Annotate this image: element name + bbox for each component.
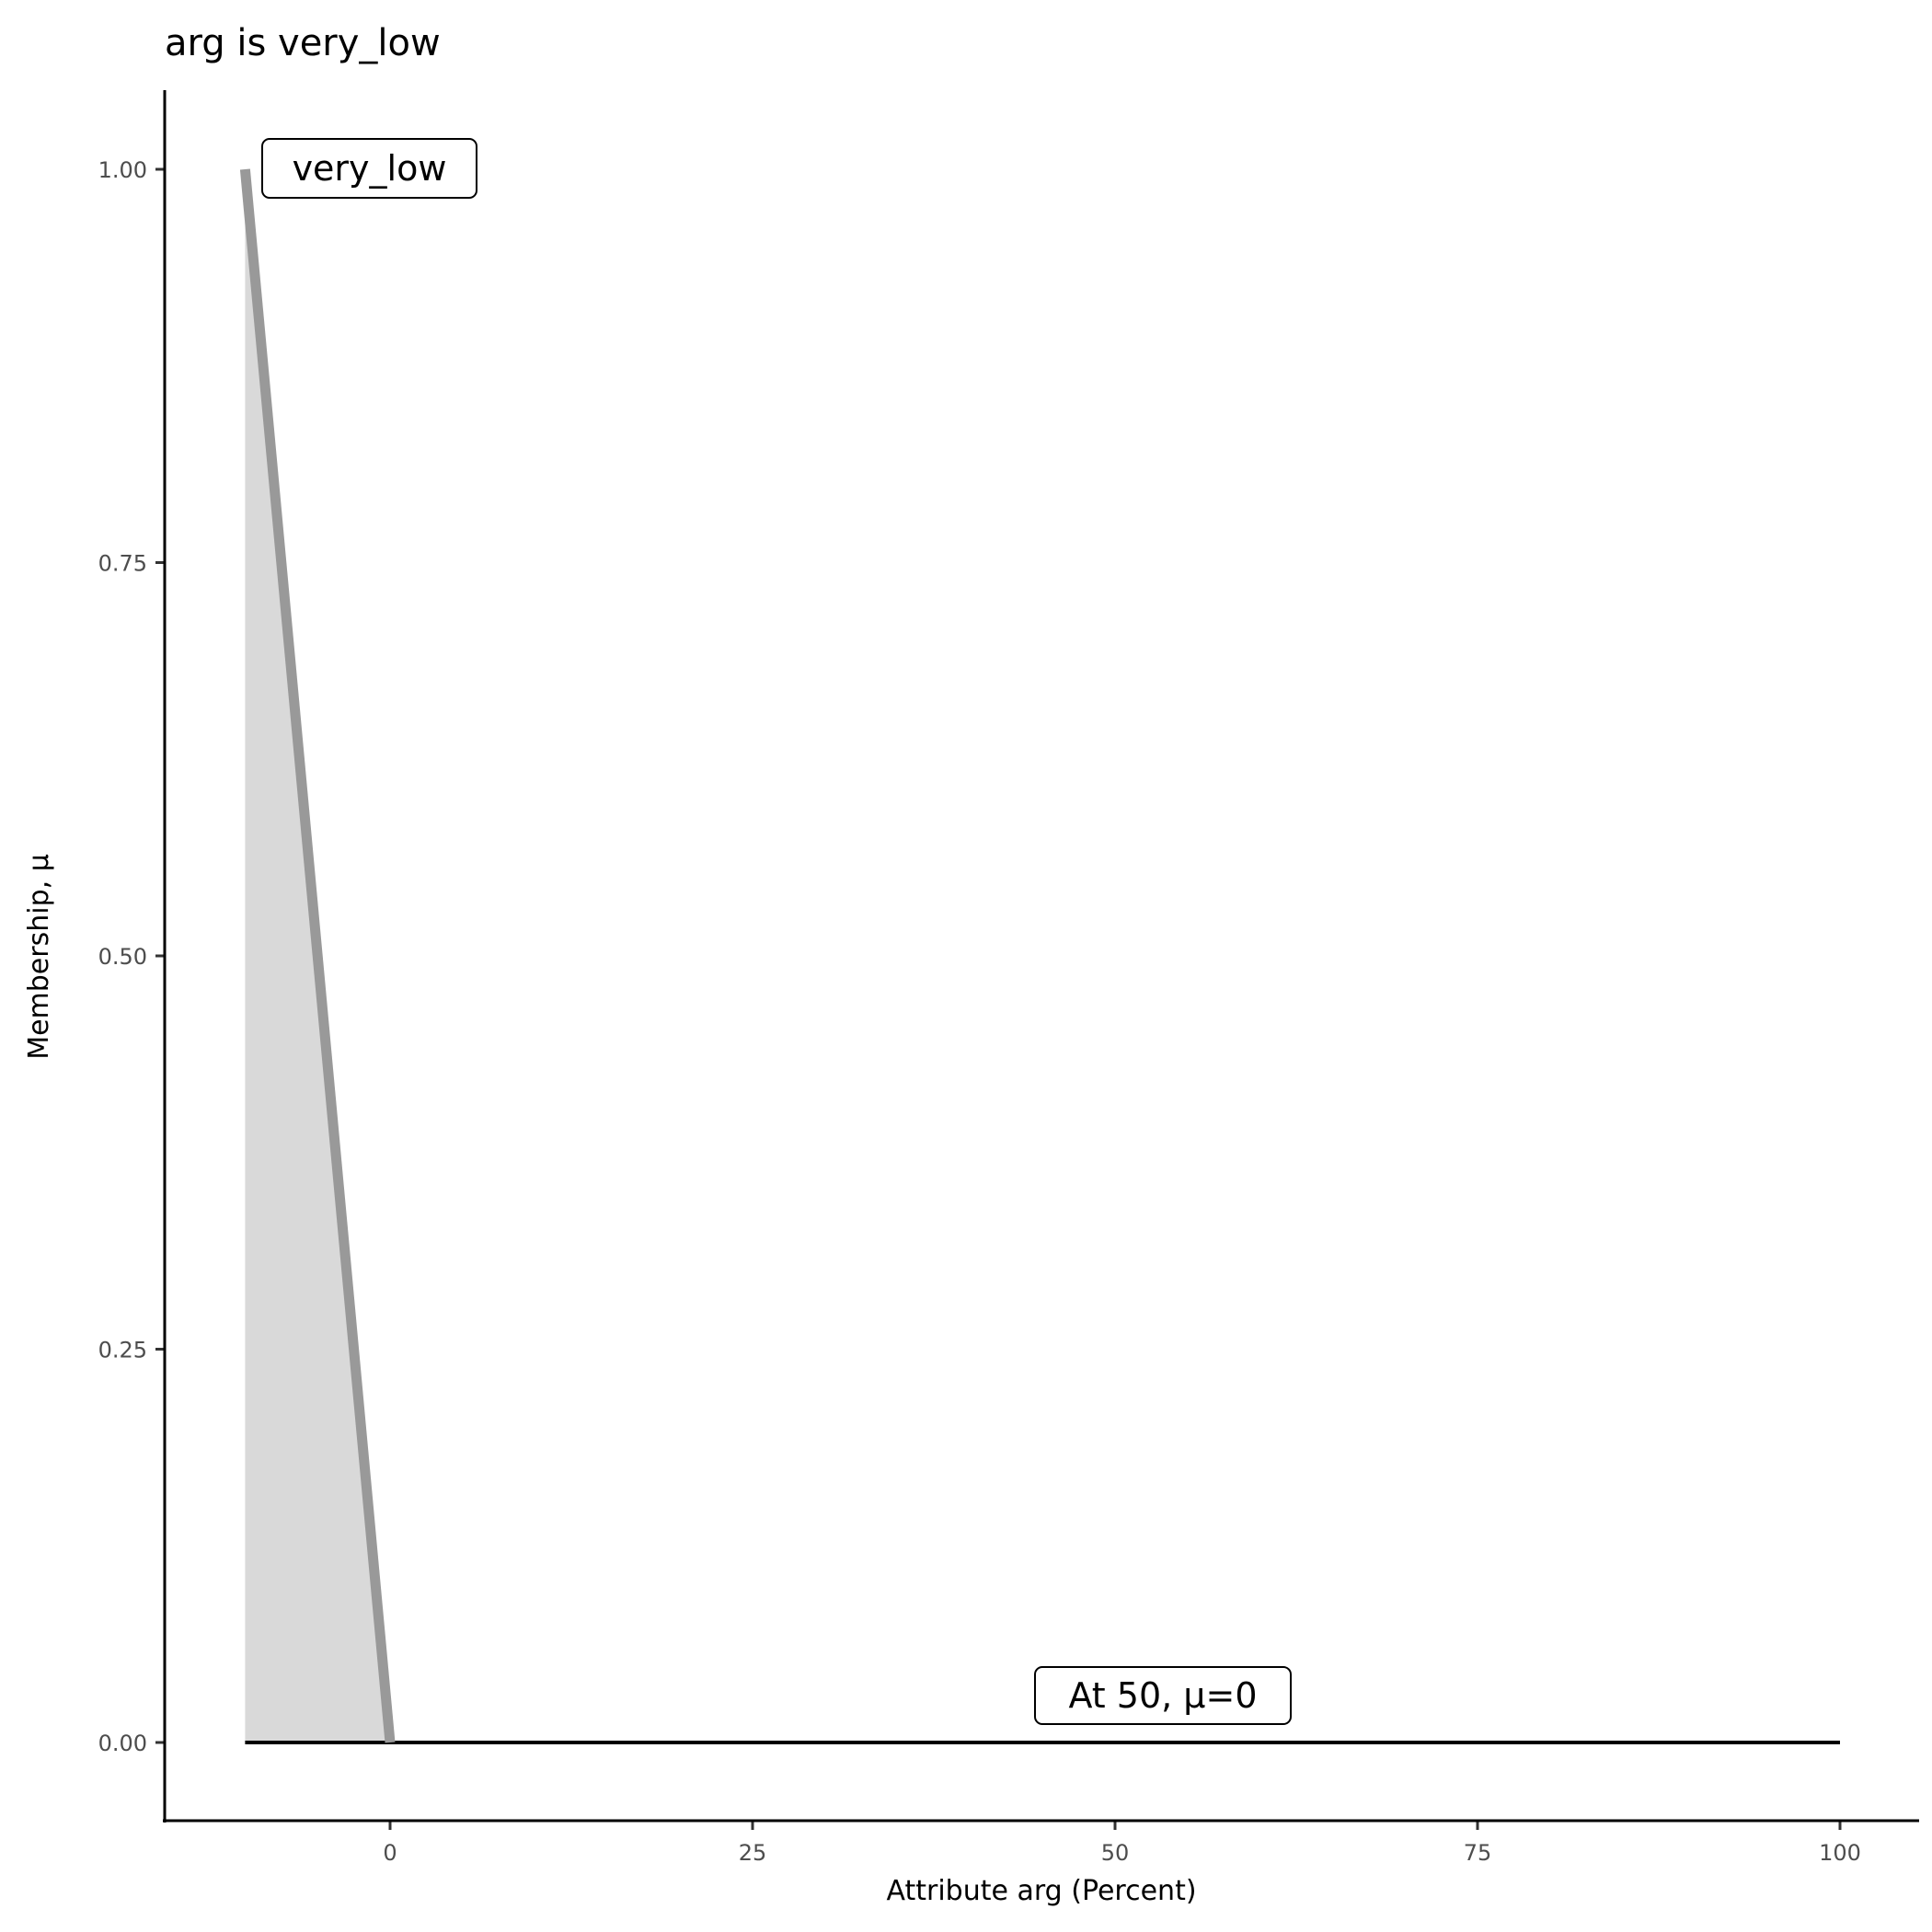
very-low-label-box	[261, 138, 477, 199]
very-low-membership-line	[239, 168, 396, 1743]
at-50-label-box	[1034, 1666, 1292, 1725]
chart-title: arg is very_low	[165, 22, 441, 64]
y-tick-label: 0.75	[98, 551, 147, 577]
x-tick-label: 100	[1819, 1840, 1861, 1866]
x-tick-label: 0	[383, 1840, 397, 1866]
at-50-label-text: At 50, μ=0	[1068, 1675, 1257, 1716]
x-tick-label: 50	[1101, 1840, 1130, 1866]
y-tick-label: 0.25	[98, 1338, 147, 1363]
y-axis-label: Membership, μ	[23, 854, 55, 1060]
x-tick-label: 75	[1464, 1840, 1492, 1866]
y-tick-label: 0.00	[98, 1731, 147, 1756]
y-tick-label: 1.00	[98, 157, 147, 183]
x-axis-ticks: 0 25 50 75 100	[383, 1821, 1861, 1866]
x-tick-label: 25	[739, 1840, 767, 1866]
x-axis-label: Attribute arg (Percent)	[886, 1875, 1196, 1907]
at-50-label: At 50, μ=0	[1034, 1666, 1292, 1725]
very-low-label: very_low	[261, 138, 477, 199]
y-tick-label: 0.50	[98, 944, 147, 970]
very-low-label-text: very_low	[293, 148, 447, 189]
plot-area: very_low At 50, μ=0	[239, 138, 1840, 1744]
y-axis-ticks: 0.00 0.25 0.50 0.75 1.00	[98, 157, 165, 1756]
